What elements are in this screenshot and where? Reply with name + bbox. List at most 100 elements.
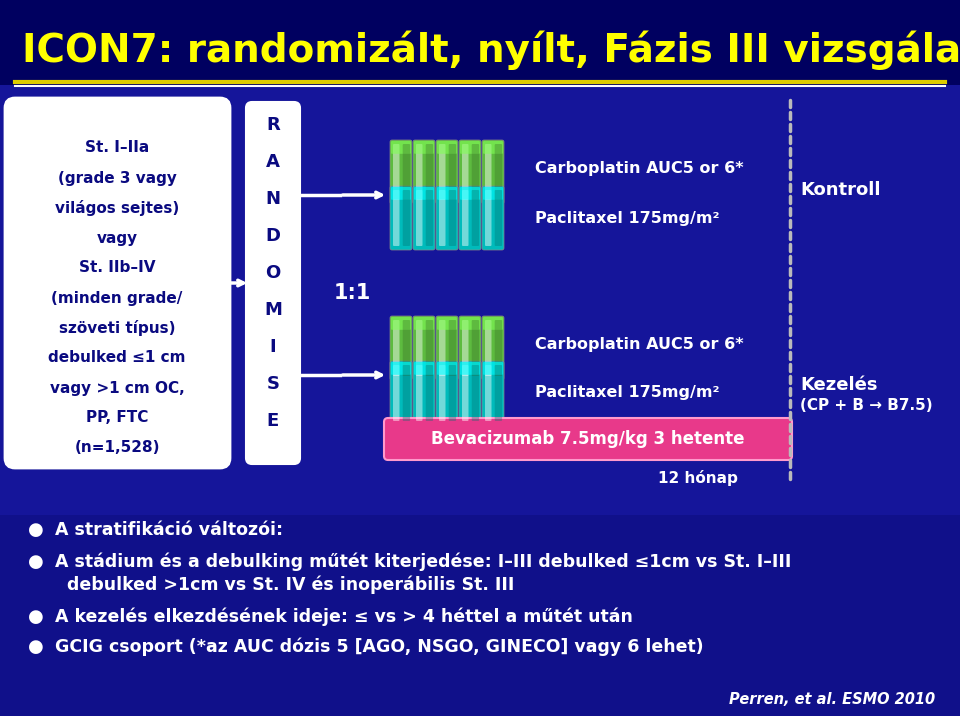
- FancyBboxPatch shape: [5, 98, 230, 468]
- FancyBboxPatch shape: [471, 365, 479, 421]
- FancyBboxPatch shape: [462, 320, 468, 376]
- FancyBboxPatch shape: [483, 317, 503, 330]
- FancyBboxPatch shape: [437, 141, 457, 154]
- Text: S: S: [267, 375, 279, 393]
- FancyBboxPatch shape: [494, 144, 502, 200]
- Text: (CP + B → B7.5): (CP + B → B7.5): [800, 397, 932, 412]
- Text: vagy: vagy: [96, 231, 137, 246]
- FancyBboxPatch shape: [448, 365, 456, 421]
- FancyBboxPatch shape: [448, 144, 456, 200]
- FancyBboxPatch shape: [460, 362, 480, 374]
- Text: 1:1: 1:1: [333, 283, 371, 303]
- FancyBboxPatch shape: [448, 320, 456, 376]
- Text: debulked >1cm vs St. IV és inoperábilis St. III: debulked >1cm vs St. IV és inoperábilis …: [67, 576, 515, 594]
- FancyBboxPatch shape: [483, 362, 503, 374]
- FancyBboxPatch shape: [471, 144, 479, 200]
- Text: Carboplatin AUC5 or 6*: Carboplatin AUC5 or 6*: [535, 160, 744, 175]
- FancyBboxPatch shape: [485, 144, 492, 200]
- FancyBboxPatch shape: [471, 190, 479, 246]
- FancyBboxPatch shape: [393, 320, 399, 376]
- FancyBboxPatch shape: [482, 316, 504, 380]
- FancyBboxPatch shape: [391, 187, 411, 200]
- FancyBboxPatch shape: [414, 317, 434, 330]
- FancyBboxPatch shape: [402, 320, 410, 376]
- FancyBboxPatch shape: [439, 320, 445, 376]
- FancyBboxPatch shape: [439, 144, 445, 200]
- FancyBboxPatch shape: [425, 365, 433, 421]
- FancyBboxPatch shape: [413, 140, 435, 204]
- FancyBboxPatch shape: [425, 144, 433, 200]
- Text: Kezelés: Kezelés: [800, 376, 877, 394]
- FancyBboxPatch shape: [437, 317, 457, 330]
- FancyBboxPatch shape: [413, 316, 435, 380]
- FancyBboxPatch shape: [425, 320, 433, 376]
- FancyBboxPatch shape: [436, 361, 458, 425]
- FancyBboxPatch shape: [437, 362, 457, 374]
- FancyBboxPatch shape: [390, 140, 412, 204]
- FancyBboxPatch shape: [494, 365, 502, 421]
- FancyBboxPatch shape: [485, 190, 492, 246]
- Text: Perren, et al. ESMO 2010: Perren, et al. ESMO 2010: [729, 692, 935, 707]
- Text: A: A: [266, 153, 280, 171]
- Text: Bevacizumab 7.5mg/kg 3 hetente: Bevacizumab 7.5mg/kg 3 hetente: [431, 430, 745, 448]
- FancyBboxPatch shape: [459, 316, 481, 380]
- Text: R: R: [266, 116, 280, 134]
- FancyBboxPatch shape: [390, 316, 412, 380]
- Text: St. IIb–IV: St. IIb–IV: [79, 261, 156, 276]
- FancyBboxPatch shape: [416, 320, 422, 376]
- FancyBboxPatch shape: [439, 365, 445, 421]
- FancyBboxPatch shape: [483, 141, 503, 154]
- Text: D: D: [266, 227, 280, 245]
- Text: O: O: [265, 264, 280, 282]
- Text: I: I: [270, 338, 276, 356]
- Text: vagy >1 cm OC,: vagy >1 cm OC,: [50, 380, 184, 395]
- FancyBboxPatch shape: [413, 361, 435, 425]
- FancyBboxPatch shape: [437, 187, 457, 200]
- FancyBboxPatch shape: [402, 365, 410, 421]
- FancyBboxPatch shape: [384, 418, 792, 460]
- Text: debulked ≤1 cm: debulked ≤1 cm: [48, 351, 185, 365]
- FancyBboxPatch shape: [390, 186, 412, 250]
- Text: Paclitaxel 175mg/m²: Paclitaxel 175mg/m²: [535, 211, 719, 226]
- FancyBboxPatch shape: [460, 141, 480, 154]
- FancyBboxPatch shape: [436, 140, 458, 204]
- Text: (grade 3 vagy: (grade 3 vagy: [58, 170, 177, 185]
- Text: E: E: [267, 412, 279, 430]
- Text: szöveti típus): szöveti típus): [59, 320, 176, 336]
- FancyBboxPatch shape: [414, 362, 434, 374]
- FancyBboxPatch shape: [436, 316, 458, 380]
- Text: GCIG csoport (*az AUC dózis 5 [AGO, NSGO, GINECO] vagy 6 lehet): GCIG csoport (*az AUC dózis 5 [AGO, NSGO…: [55, 638, 704, 657]
- FancyBboxPatch shape: [416, 190, 422, 246]
- Text: világos sejtes): világos sejtes): [55, 200, 180, 216]
- Text: ●: ●: [28, 553, 44, 571]
- Text: (minden grade/: (minden grade/: [51, 291, 182, 306]
- FancyBboxPatch shape: [391, 141, 411, 154]
- FancyBboxPatch shape: [413, 186, 435, 250]
- FancyBboxPatch shape: [448, 190, 456, 246]
- FancyBboxPatch shape: [393, 144, 399, 200]
- FancyBboxPatch shape: [460, 317, 480, 330]
- Text: ●: ●: [28, 608, 44, 626]
- FancyBboxPatch shape: [402, 190, 410, 246]
- Text: A stádium és a debulking műtét kiterjedése: I–III debulked ≤1cm vs St. I–III: A stádium és a debulking műtét kiterjedé…: [55, 553, 791, 571]
- FancyBboxPatch shape: [416, 144, 422, 200]
- FancyBboxPatch shape: [482, 186, 504, 250]
- Text: (n=1,528): (n=1,528): [74, 440, 159, 455]
- Text: ●: ●: [28, 638, 44, 656]
- FancyBboxPatch shape: [462, 144, 468, 200]
- FancyBboxPatch shape: [402, 144, 410, 200]
- FancyBboxPatch shape: [414, 187, 434, 200]
- FancyBboxPatch shape: [391, 317, 411, 330]
- FancyBboxPatch shape: [462, 365, 468, 421]
- Text: ●: ●: [28, 521, 44, 539]
- FancyBboxPatch shape: [471, 320, 479, 376]
- Text: N: N: [266, 190, 280, 208]
- FancyBboxPatch shape: [246, 102, 300, 464]
- FancyBboxPatch shape: [462, 190, 468, 246]
- FancyBboxPatch shape: [414, 141, 434, 154]
- FancyBboxPatch shape: [390, 361, 412, 425]
- FancyBboxPatch shape: [485, 320, 492, 376]
- Text: M: M: [264, 301, 282, 319]
- Text: A kezelés elkezdésének ideje: ≤ vs > 4 héttel a műtét után: A kezelés elkezdésének ideje: ≤ vs > 4 h…: [55, 608, 633, 626]
- FancyBboxPatch shape: [0, 515, 960, 716]
